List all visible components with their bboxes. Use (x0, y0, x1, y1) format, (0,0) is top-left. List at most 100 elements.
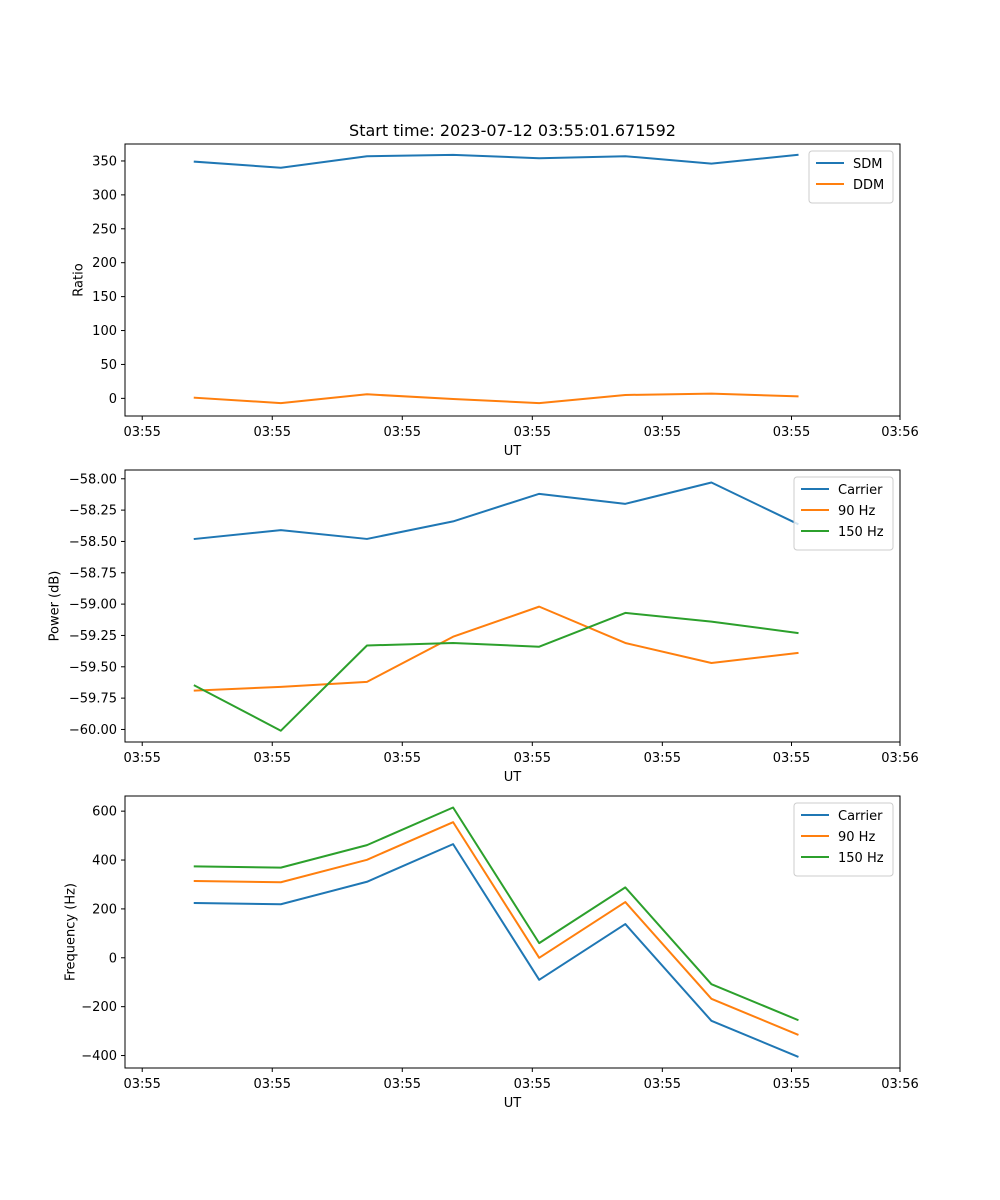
legend-label-150-hz: 150 Hz (838, 851, 884, 866)
x-tick-label: 03:55 (384, 751, 421, 766)
legend-label-sdm: SDM (853, 157, 882, 172)
x-axis-label: UT (504, 770, 522, 785)
x-tick-label: 03:55 (123, 425, 160, 440)
legend-label-ddm: DDM (853, 178, 884, 193)
data-point-90-hz (710, 662, 712, 664)
frequency-panel: 03:55 03:55 03:55 03:55 03:55 03:55 03:56 −400 −… (64, 795, 919, 1111)
y-tick-label: 50 (100, 358, 117, 373)
data-point-90-hz (366, 681, 368, 683)
data-point-150-hz (452, 806, 454, 808)
data-point-ddm (194, 397, 196, 399)
data-point-150-hz (624, 886, 626, 888)
x-tick-label: 03:55 (384, 1077, 421, 1092)
data-point-carrier (194, 538, 196, 540)
data-point-ddm (624, 394, 626, 396)
series-line-carrier (193, 843, 799, 1058)
frequency-axes-frame (124, 795, 901, 1069)
data-point-150-hz (797, 1019, 799, 1021)
x-tick-label: 03:55 (384, 425, 421, 440)
x-tick-label: 03:55 (514, 425, 551, 440)
x-tick-label: 03:55 (254, 425, 291, 440)
data-point-90-hz (538, 606, 540, 608)
x-tick-label: 03:55 (254, 1077, 291, 1092)
data-point-ddm (710, 393, 712, 395)
data-point-carrier (797, 1056, 799, 1058)
ratio-axes-frame (124, 143, 901, 417)
data-point-carrier (538, 493, 540, 495)
data-point-150-hz (710, 621, 712, 623)
y-tick-label: 400 (92, 854, 117, 869)
data-point-150-hz (366, 844, 368, 846)
data-point-sdm (366, 155, 368, 157)
y-tick-label: 100 (92, 324, 117, 339)
data-point-carrier (366, 881, 368, 883)
x-tick-label: 03:55 (514, 1077, 551, 1092)
series-line-90-hz (193, 605, 799, 692)
x-tick-label: 03:55 (773, 425, 810, 440)
data-point-90-hz (624, 901, 626, 903)
data-point-carrier (452, 520, 454, 522)
data-point-150-hz (280, 867, 282, 869)
data-point-sdm (624, 155, 626, 157)
y-axis-label: Frequency (Hz) (64, 883, 79, 981)
y-tick-label: 200 (92, 256, 117, 271)
data-point-90-hz (194, 880, 196, 882)
data-point-carrier (280, 903, 282, 905)
power-axes-frame (124, 469, 901, 743)
data-point-90-hz (194, 690, 196, 692)
data-point-carrier (624, 923, 626, 925)
ratio-panel: Start time: 2023-07-12 03:55:01.67159203… (72, 121, 919, 459)
x-tick-label: 03:55 (254, 751, 291, 766)
x-tick-label: 03:56 (881, 751, 918, 766)
y-tick-label: 200 (92, 902, 117, 917)
data-point-90-hz (797, 1034, 799, 1036)
data-point-90-hz (538, 957, 540, 959)
y-tick-label: −59.75 (69, 692, 117, 707)
data-point-90-hz (797, 652, 799, 654)
data-point-150-hz (797, 632, 799, 634)
y-tick-label: 600 (92, 805, 117, 820)
y-axis-label: Power (dB) (47, 571, 62, 642)
y-tick-label: 250 (92, 222, 117, 237)
y-tick-label: −58.25 (69, 504, 117, 519)
x-tick-label: 03:55 (123, 751, 160, 766)
series-line-sdm (193, 153, 799, 169)
y-tick-label: −58.50 (69, 535, 117, 550)
x-tick-label: 03:55 (773, 1077, 810, 1092)
data-point-150-hz (538, 942, 540, 944)
data-point-sdm (710, 163, 712, 165)
y-tick-label: 0 (109, 951, 117, 966)
chart-title: Start time: 2023-07-12 03:55:01.671592 (349, 121, 676, 140)
y-tick-label: 0 (109, 392, 117, 407)
legend-label-carrier: Carrier (838, 809, 883, 824)
data-point-carrier (280, 529, 282, 531)
data-point-90-hz (280, 686, 282, 688)
legend-label-carrier: Carrier (838, 483, 883, 498)
data-point-sdm (194, 161, 196, 163)
data-point-ddm (366, 393, 368, 395)
data-point-carrier (710, 1020, 712, 1022)
data-point-90-hz (452, 821, 454, 823)
y-tick-label: 350 (92, 154, 117, 169)
data-point-150-hz (194, 685, 196, 687)
x-axis-label: UT (504, 444, 522, 459)
y-tick-label: −400 (81, 1049, 117, 1064)
data-point-150-hz (624, 612, 626, 614)
data-point-150-hz (194, 865, 196, 867)
data-point-150-hz (710, 983, 712, 985)
data-point-90-hz (366, 859, 368, 861)
x-tick-label: 03:55 (514, 751, 551, 766)
data-point-sdm (280, 167, 282, 169)
y-tick-label: −59.50 (69, 660, 117, 675)
data-point-sdm (797, 154, 799, 156)
x-tick-label: 03:55 (644, 751, 681, 766)
y-tick-label: 300 (92, 188, 117, 203)
data-point-ddm (280, 402, 282, 404)
y-tick-label: 150 (92, 290, 117, 305)
series-line-150-hz (193, 611, 799, 732)
data-point-90-hz (624, 642, 626, 644)
data-point-carrier (710, 482, 712, 484)
series-line-carrier (193, 481, 799, 541)
data-point-carrier (366, 538, 368, 540)
